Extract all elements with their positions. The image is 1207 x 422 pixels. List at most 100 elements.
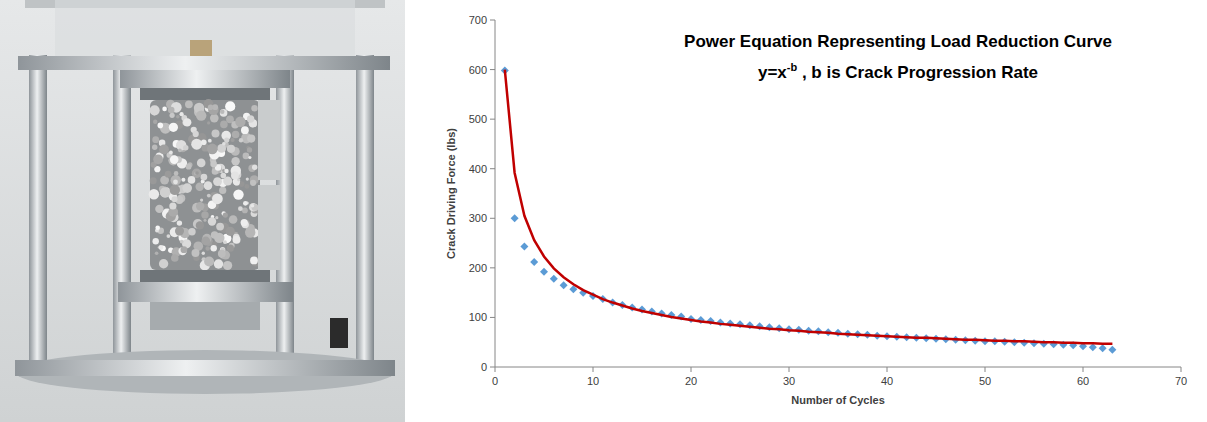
aggregate	[170, 113, 175, 118]
aggregate	[153, 154, 163, 164]
aggregate	[207, 194, 211, 198]
y-tick-label: 100	[469, 311, 487, 323]
aggregate	[155, 226, 160, 231]
y-tick-label: 600	[469, 64, 487, 76]
data-point	[560, 281, 568, 289]
aggregate	[170, 155, 179, 164]
aggregate	[227, 245, 234, 252]
clamp	[258, 185, 280, 270]
aggregate	[208, 139, 212, 143]
y-tick	[490, 168, 495, 169]
aggregate	[171, 254, 179, 262]
sensor	[330, 318, 348, 348]
aggregate	[201, 174, 208, 181]
x-tick	[1181, 367, 1182, 372]
aggregate	[231, 157, 239, 165]
x-tick	[789, 367, 790, 372]
y-tick	[490, 119, 495, 120]
annotation-part: y=x	[758, 63, 787, 82]
x-tick-label: 60	[1077, 375, 1089, 387]
aggregate	[223, 240, 227, 244]
aggregate	[196, 202, 204, 210]
aggregate	[204, 219, 207, 222]
y-tick	[490, 367, 495, 368]
aggregate	[249, 203, 258, 212]
chart: 0100200300400500600700010203040506070Num…	[445, 14, 1187, 406]
aggregate	[220, 109, 228, 117]
aggregate	[197, 159, 206, 168]
aggregate	[176, 115, 180, 119]
aggregate	[196, 183, 204, 191]
aggregate	[251, 105, 257, 111]
aggregate	[188, 176, 196, 184]
x-axis-line	[495, 367, 1181, 368]
load-cell	[150, 302, 260, 330]
data-point	[530, 258, 538, 266]
clamp	[258, 100, 280, 180]
data-point	[550, 275, 558, 283]
aggregate	[223, 261, 232, 270]
aggregate	[250, 257, 258, 265]
top-bolt	[190, 40, 212, 56]
y-axis-line	[495, 20, 496, 367]
aggregate	[170, 185, 180, 195]
x-tick-label: 50	[979, 375, 991, 387]
aggregate	[222, 142, 226, 146]
y-tick	[490, 267, 495, 268]
aggregate	[167, 234, 171, 238]
aggregate	[237, 178, 240, 181]
y-tick-label: 400	[469, 163, 487, 175]
data-point	[511, 214, 519, 222]
fit-line	[505, 70, 1113, 344]
annotation: y=x-b , b is Crack Progression Rate	[758, 61, 1038, 82]
aggregate	[153, 120, 157, 124]
aggregate	[210, 114, 219, 123]
aggregate	[183, 118, 191, 126]
aggregate	[233, 236, 241, 244]
aggregate	[208, 105, 214, 111]
y-tick	[490, 20, 495, 21]
aggregate	[181, 246, 188, 253]
y-tick	[490, 218, 495, 219]
aggregate	[238, 206, 243, 211]
data-point	[520, 243, 528, 251]
aggregate	[158, 123, 164, 129]
aggregate	[169, 123, 178, 132]
data-point	[1099, 344, 1107, 352]
aggregate	[243, 153, 250, 160]
aggregate	[180, 240, 184, 244]
column	[356, 55, 374, 365]
canvas: 0100200300400500600700010203040506070Num…	[0, 0, 1207, 422]
aggregate	[231, 172, 239, 180]
aggregate	[168, 155, 178, 165]
aggregate	[152, 136, 159, 143]
top-plate	[18, 56, 390, 70]
upper-holder	[140, 88, 270, 100]
x-tick	[593, 367, 594, 372]
aggregate	[174, 171, 179, 176]
lower-holder	[140, 270, 270, 282]
annotation: Power Equation Representing Load Reducti…	[684, 32, 1112, 51]
x-tick-label: 70	[1175, 375, 1187, 387]
aggregate	[196, 110, 206, 120]
aggregate	[201, 237, 210, 246]
aggregate	[223, 213, 228, 218]
specimen	[150, 100, 260, 270]
aggregate	[218, 250, 226, 258]
aggregate	[182, 183, 192, 193]
page: 0100200300400500600700010203040506070Num…	[0, 0, 1207, 422]
aggregate	[172, 196, 178, 202]
aggregate	[152, 145, 157, 150]
aggregate	[220, 121, 228, 129]
data-point	[1108, 346, 1116, 354]
aggregate	[231, 138, 235, 142]
aggregate	[193, 131, 199, 137]
aggregate	[214, 233, 224, 243]
aggregate	[247, 135, 255, 143]
aggregate	[252, 165, 257, 170]
aggregate	[239, 138, 243, 142]
x-tick	[495, 367, 496, 372]
aggregate	[233, 189, 243, 199]
x-tick-label: 40	[881, 375, 893, 387]
aggregate	[180, 112, 184, 116]
